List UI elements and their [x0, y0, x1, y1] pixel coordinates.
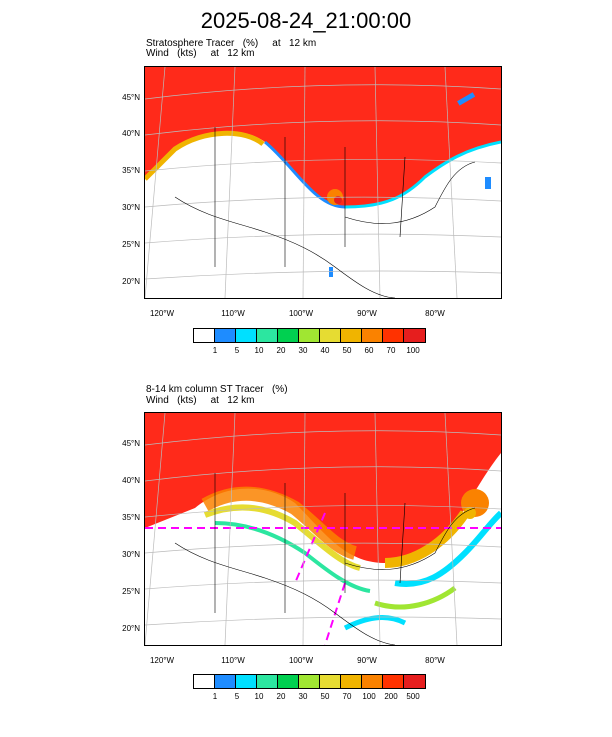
colorbar-swatch: [341, 329, 362, 342]
lat-label: 25°N: [122, 587, 140, 596]
colorbar-label: 10: [254, 346, 264, 355]
colorbar-swatch: [299, 329, 320, 342]
lon-label: 120°W: [149, 309, 175, 318]
lon-label: 80°W: [425, 309, 445, 318]
stratosphere-tracer-map: [145, 67, 501, 298]
colorbar-label: 20: [276, 692, 286, 701]
lat-label: 45°N: [122, 439, 140, 448]
lon-label: 120°W: [149, 656, 175, 665]
lat-label: 35°N: [122, 513, 140, 522]
colorbar-label: 40: [320, 346, 330, 355]
lon-label: 110°W: [221, 309, 245, 318]
colorbar-label: 5: [234, 692, 240, 701]
lat-label: 20°N: [122, 277, 140, 286]
colorbar-swatch: [257, 329, 278, 342]
colorbar-label: 1: [212, 346, 218, 355]
panel2-subtitle: 8-14 km column ST Tracer (%): [146, 384, 288, 395]
colorbar-swatch: [278, 675, 299, 688]
panel1-subtitle2: Wind (kts) at 12 km: [146, 48, 255, 59]
colorbar-label: 10: [254, 692, 264, 701]
colorbar-swatch: [299, 675, 320, 688]
colorbar-swatch: [320, 675, 341, 688]
lat-label: 30°N: [122, 203, 140, 212]
colorbar-label: 100: [406, 346, 420, 355]
colorbar-label: 70: [386, 346, 396, 355]
lat-label: 45°N: [122, 93, 140, 102]
colorbar-label: 60: [364, 346, 374, 355]
colorbar-swatch: [404, 675, 425, 688]
colorbar-swatch: [341, 675, 362, 688]
lon-label: 80°W: [425, 656, 445, 665]
colorbar-label: 50: [320, 692, 330, 701]
colorbar-label: 50: [342, 346, 352, 355]
map-panel-2: [144, 412, 502, 646]
plot-title: 2025-08-24_21:00:00: [200, 8, 412, 33]
lat-label: 25°N: [122, 240, 140, 249]
colorbar-swatch: [362, 675, 383, 688]
lat-label: 35°N: [122, 166, 140, 175]
colorbar-swatch: [257, 675, 278, 688]
colorbar-swatch: [278, 329, 299, 342]
colorbar-label: 500: [406, 692, 420, 701]
colorbar-label: 200: [384, 692, 398, 701]
colorbar-swatch: [236, 675, 257, 688]
column-tracer-map: [145, 413, 501, 645]
panel1-subtitle: Stratosphere Tracer (%) at 12 km: [146, 38, 317, 49]
lon-label: 100°W: [288, 309, 314, 318]
colorbar-2: [193, 674, 426, 689]
colorbar-swatch: [215, 329, 236, 342]
colorbar-label: 100: [362, 692, 376, 701]
panel2-subtitle2: Wind (kts) at 12 km: [146, 395, 255, 406]
colorbar-swatch: [383, 675, 404, 688]
colorbar-swatch: [320, 329, 341, 342]
colorbar-1: [193, 328, 426, 343]
map-panel-1: [144, 66, 502, 299]
colorbar-swatch: [383, 329, 404, 342]
lat-label: 40°N: [122, 476, 140, 485]
lat-label: 20°N: [122, 624, 140, 633]
colorbar-swatch: [362, 329, 383, 342]
lat-label: 40°N: [122, 129, 140, 138]
colorbar-swatch: [236, 329, 257, 342]
colorbar-label: 30: [298, 346, 308, 355]
colorbar-swatch: [194, 675, 215, 688]
lon-label: 110°W: [221, 656, 245, 665]
colorbar-label: 30: [298, 692, 308, 701]
lat-label: 30°N: [122, 550, 140, 559]
colorbar-label: 1: [212, 692, 218, 701]
colorbar-label: 5: [234, 346, 240, 355]
lon-label: 90°W: [357, 656, 377, 665]
colorbar-swatch: [194, 329, 215, 342]
colorbar-swatch: [404, 329, 425, 342]
lon-label: 100°W: [288, 656, 314, 665]
colorbar-swatch: [215, 675, 236, 688]
colorbar-label: 20: [276, 346, 286, 355]
lon-label: 90°W: [357, 309, 377, 318]
colorbar-label: 70: [342, 692, 352, 701]
